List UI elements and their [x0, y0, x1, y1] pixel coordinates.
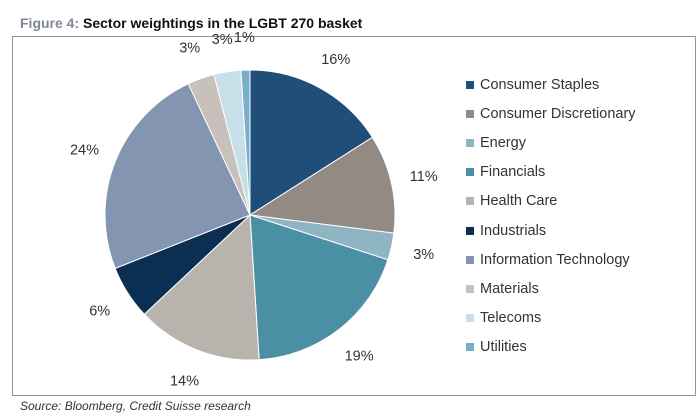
data-label-consumer-staples: 16% [321, 52, 350, 68]
legend-swatch [466, 284, 474, 293]
data-label-health-care: 14% [170, 374, 199, 390]
legend-label: Energy [480, 134, 526, 151]
legend-label: Telecoms [480, 310, 542, 327]
data-label-materials: 3% [179, 41, 200, 57]
pie-slice-utilities [240, 69, 251, 216]
legend-item-information-technology: Information Technology [466, 245, 636, 274]
legend-label: Financials [480, 164, 546, 181]
legend-swatch [466, 109, 474, 118]
legend-item-utilities: Utilities [466, 333, 636, 362]
legend-swatch [466, 80, 474, 89]
chart-legend: Consumer Staples Consumer Discretionary En… [466, 70, 636, 362]
legend-label: Materials [480, 280, 539, 297]
data-label-utilities: 1% [234, 30, 255, 46]
pie-slice-information-technology [104, 83, 251, 270]
legend-item-consumer-discretionary: Consumer Discretionary [466, 99, 636, 128]
legend-swatch [466, 226, 474, 235]
legend-item-industrials: Industrials [466, 216, 636, 245]
legend-item-energy: Energy [466, 128, 636, 157]
legend-item-consumer-staples: Consumer Staples [466, 70, 636, 99]
data-label-telecoms: 3% [212, 32, 233, 48]
legend-label: Consumer Discretionary [480, 105, 636, 122]
legend-swatch [466, 314, 474, 323]
legend-swatch [466, 138, 474, 147]
legend-label: Industrials [480, 222, 547, 239]
legend-item-financials: Financials [466, 158, 636, 187]
legend-item-materials: Materials [466, 274, 636, 303]
legend-swatch [466, 343, 474, 352]
legend-swatch [466, 255, 474, 264]
legend-swatch [466, 168, 474, 177]
pie-slice-consumer-staples [249, 69, 374, 216]
pie-slice-consumer-discretionary [248, 136, 396, 234]
data-label-industrials: 6% [89, 303, 110, 319]
data-label-consumer-discretionary: 11% [410, 169, 438, 185]
legend-label: Information Technology [480, 251, 630, 268]
figure-label: Figure 4: [20, 15, 80, 31]
chart-frame [12, 36, 696, 396]
legend-label: Health Care [480, 193, 558, 210]
legend-item-telecoms: Telecoms [466, 304, 636, 333]
figure-title-text: Sector weightings in the LGBT 270 basket [83, 15, 363, 31]
pie-slice-financials [249, 214, 389, 361]
source-note: Source: Bloomberg, Credit Suisse researc… [20, 399, 251, 413]
data-label-information-technology: 24% [70, 142, 99, 158]
legend-label: Utilities [480, 339, 527, 356]
legend-label: Consumer Staples [480, 76, 600, 93]
data-label-energy: 3% [413, 247, 434, 263]
figure-title: Figure 4: Sector weightings in the LGBT … [20, 15, 362, 31]
data-label-financials: 19% [345, 349, 374, 365]
legend-swatch [466, 197, 474, 206]
legend-item-health-care: Health Care [466, 187, 636, 216]
pie-slice-health-care [143, 213, 260, 361]
